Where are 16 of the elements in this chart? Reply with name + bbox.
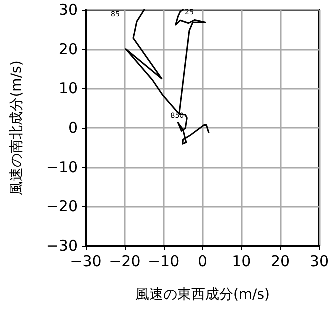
y-tick-label: −20 <box>46 198 78 216</box>
y-tick-label: 0 <box>68 119 78 137</box>
y-tick-label: 20 <box>58 40 78 58</box>
x-tick-label: 0 <box>198 252 208 270</box>
x-tick-label: −10 <box>148 252 180 270</box>
x-tick-label: −20 <box>109 252 141 270</box>
x-tick-label: 20 <box>271 252 290 270</box>
x-tick-label: 10 <box>232 252 252 270</box>
y-axis-title: 風速の南北成分(m/s) <box>9 60 25 196</box>
y-tick-label: 10 <box>58 80 78 98</box>
y-tick-label: −30 <box>46 237 78 255</box>
y-tick-label: 30 <box>58 1 78 19</box>
y-tick-label: −10 <box>46 158 78 176</box>
x-tick-label: −30 <box>70 252 102 270</box>
x-axis-title: 風速の東西成分(m/s) <box>135 287 270 303</box>
x-tick-label: 30 <box>310 252 330 270</box>
